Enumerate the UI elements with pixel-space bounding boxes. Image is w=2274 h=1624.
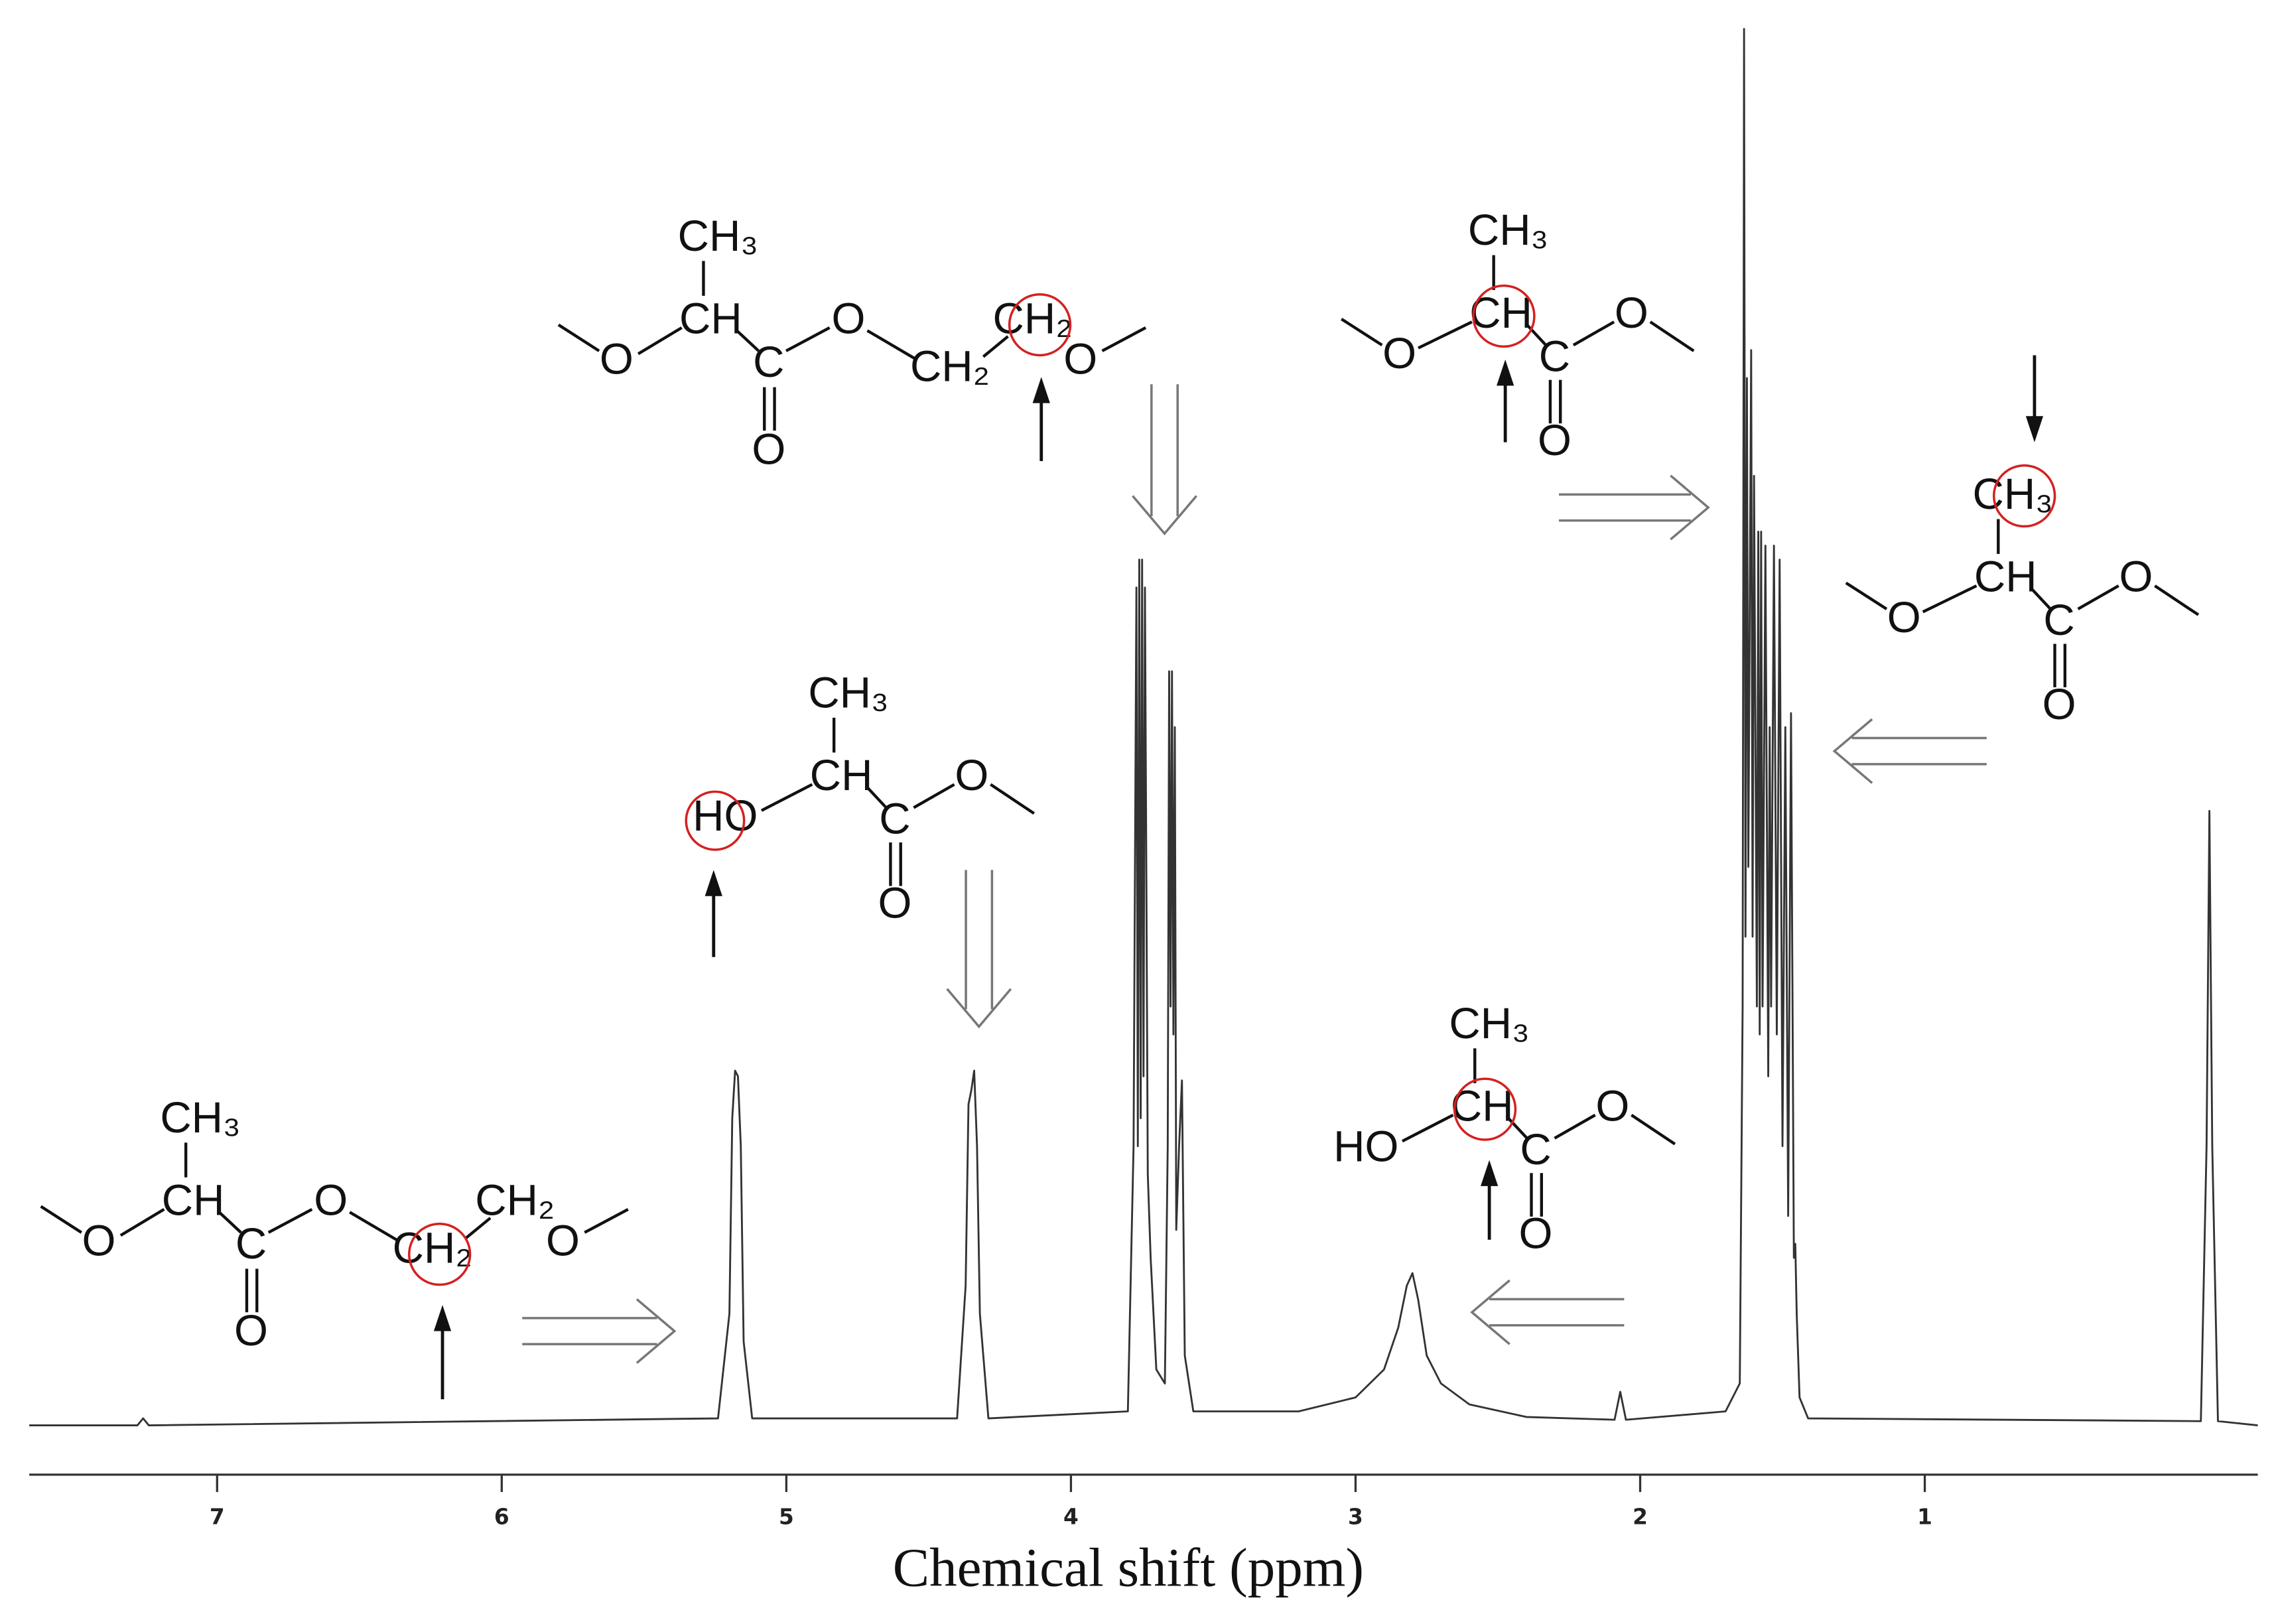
double-arrow xyxy=(946,870,1012,1029)
bonds xyxy=(1845,519,2200,688)
atom: CH xyxy=(810,751,873,799)
double-arrow xyxy=(1470,1279,1625,1345)
arrow-head xyxy=(433,1305,452,1331)
atom: CH xyxy=(679,295,742,343)
x-tick-label: 1 xyxy=(1917,1504,1932,1529)
highlight xyxy=(1993,464,2056,528)
atom: C xyxy=(1520,1125,1551,1174)
atom: CH₃ xyxy=(678,212,758,260)
atom: O xyxy=(1382,329,1416,377)
atom: C xyxy=(879,795,910,843)
atom: O xyxy=(234,1306,268,1355)
atom: O xyxy=(1887,593,1921,642)
arrow-head xyxy=(2025,416,2044,442)
atom: CH₂ xyxy=(910,342,990,391)
atom: O xyxy=(955,751,988,799)
atom: O xyxy=(1615,289,1648,337)
highlight xyxy=(1472,284,1536,348)
x-axis-title: Chemical shift (ppm) xyxy=(893,1537,1364,1598)
atom: O xyxy=(2042,680,2076,728)
atom: O xyxy=(878,878,911,927)
atom: O xyxy=(314,1176,348,1224)
atom: HO xyxy=(1333,1122,1398,1171)
atom: CH xyxy=(1469,289,1532,337)
arrow-head xyxy=(704,870,722,896)
double-arrow xyxy=(1132,384,1197,536)
highlight xyxy=(1453,1077,1517,1141)
x-tick-label: 5 xyxy=(779,1504,794,1529)
atom: O xyxy=(752,425,785,473)
atom: C xyxy=(2043,596,2074,644)
bonds xyxy=(557,261,1147,431)
bonds xyxy=(760,717,1036,886)
structure: CH₃ CH O C O O xyxy=(1341,206,1695,464)
structure: CH₃ CH O C O O CH₂ CH₂ O xyxy=(40,1093,629,1355)
x-tick-label: 3 xyxy=(1348,1504,1363,1529)
atom: O xyxy=(1519,1209,1553,1258)
highlight xyxy=(408,1222,472,1286)
arrow-head xyxy=(1032,377,1050,403)
x-tick-label: 2 xyxy=(1633,1504,1648,1529)
atom: HO xyxy=(693,791,758,840)
structure: CH₃ CH O C O O CH₂ CH₂ O xyxy=(557,212,1147,473)
double-arrow xyxy=(1832,718,1987,784)
atom: CH xyxy=(1451,1081,1514,1130)
highlight xyxy=(685,790,746,851)
atom: C xyxy=(1539,332,1570,380)
bonds xyxy=(40,1142,629,1313)
atom: O xyxy=(1595,1081,1629,1130)
bonds xyxy=(1341,255,1695,424)
atom: CH xyxy=(1974,553,2037,601)
spectrum-line xyxy=(29,28,2258,1426)
atom: O xyxy=(600,335,634,383)
atom: CH xyxy=(162,1176,225,1224)
atom: O xyxy=(1063,335,1097,383)
atom: CH₂ xyxy=(475,1176,555,1224)
atom: O xyxy=(1538,416,1572,464)
x-tick-label: 7 xyxy=(210,1504,225,1529)
arrow-head xyxy=(1481,1160,1499,1186)
atom: C xyxy=(753,338,784,386)
atom: O xyxy=(82,1217,116,1265)
double-arrow xyxy=(1559,474,1710,541)
atom: CH₃ xyxy=(1972,470,2052,518)
atom: CH₃ xyxy=(1468,206,1548,254)
x-tick-label: 4 xyxy=(1063,1504,1079,1529)
structure: CH₃ CH O C O O xyxy=(1845,464,2200,728)
x-tick-label: 6 xyxy=(494,1504,509,1529)
atom: CH₃ xyxy=(808,668,888,716)
bonds xyxy=(1401,1048,1676,1217)
atom: O xyxy=(2119,553,2153,601)
highlight xyxy=(1008,293,1072,357)
atom: O xyxy=(832,295,866,343)
atom: C xyxy=(235,1219,267,1268)
arrow-head xyxy=(1497,360,1514,386)
atom: CH₃ xyxy=(1449,999,1529,1048)
atom: O xyxy=(546,1217,580,1265)
atom: CH₃ xyxy=(160,1093,240,1142)
structure: CH₃ CH HO C O O xyxy=(1333,999,1676,1258)
structure: CH₃ CH HO C O O xyxy=(685,668,1036,927)
double-arrow xyxy=(522,1298,677,1364)
